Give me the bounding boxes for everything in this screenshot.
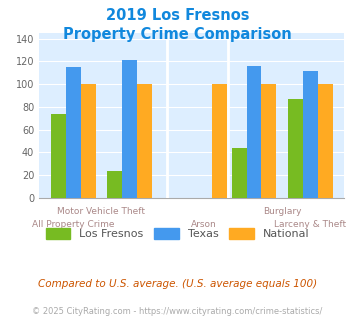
- Legend: Los Fresnos, Texas, National: Los Fresnos, Texas, National: [41, 224, 314, 244]
- Text: 2019 Los Fresnos: 2019 Los Fresnos: [106, 8, 249, 23]
- Text: © 2025 CityRating.com - https://www.cityrating.com/crime-statistics/: © 2025 CityRating.com - https://www.city…: [32, 307, 323, 316]
- Bar: [51, 114, 66, 198]
- Bar: [66, 67, 81, 198]
- Bar: [288, 99, 302, 198]
- Bar: [137, 84, 152, 198]
- Text: Larceny & Theft: Larceny & Theft: [274, 220, 346, 229]
- Bar: [302, 71, 318, 198]
- Text: Motor Vehicle Theft: Motor Vehicle Theft: [58, 207, 145, 216]
- Text: Arson: Arson: [191, 220, 217, 229]
- Bar: [246, 66, 262, 198]
- Text: Property Crime Comparison: Property Crime Comparison: [63, 27, 292, 42]
- Bar: [122, 60, 137, 198]
- Text: Compared to U.S. average. (U.S. average equals 100): Compared to U.S. average. (U.S. average …: [38, 279, 317, 289]
- Text: All Property Crime: All Property Crime: [32, 220, 115, 229]
- Bar: [318, 84, 333, 198]
- Bar: [107, 171, 122, 198]
- Bar: [231, 148, 246, 198]
- Text: Burglary: Burglary: [263, 207, 301, 216]
- Bar: [81, 84, 96, 198]
- Bar: [262, 84, 277, 198]
- Bar: [212, 84, 226, 198]
